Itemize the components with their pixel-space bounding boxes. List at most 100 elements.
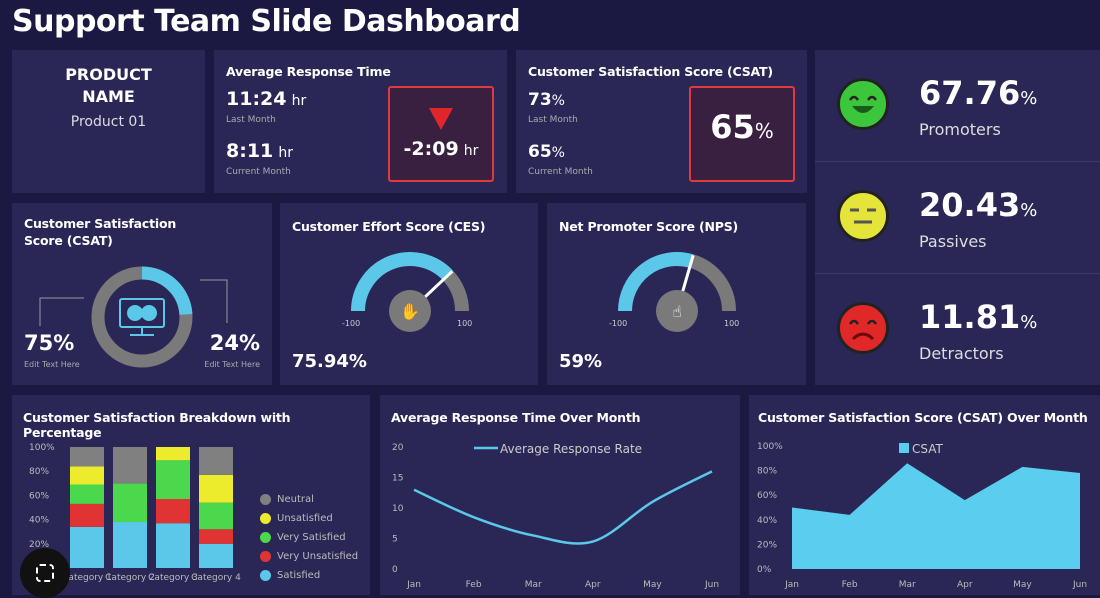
bar-segment <box>70 484 104 504</box>
nps-label: Detractors <box>919 344 1004 363</box>
hand-pointer-icon: ☝ <box>672 302 682 321</box>
left-value: 75% <box>24 331 75 355</box>
gauge-min: -100 <box>609 319 628 328</box>
nps-card: Net Promoter Score (NPS) ☝ -100 100 59% <box>547 203 806 385</box>
y-tick-label: 5 <box>392 535 398 545</box>
chart-title: Average Response Time Over Month <box>391 410 641 425</box>
legend-swatch <box>260 570 271 581</box>
y-tick-label: 20% <box>29 540 49 550</box>
current-value: 65 <box>528 142 552 162</box>
gauge-min: -100 <box>342 319 361 328</box>
chart-title: Customer Satisfaction Score (CSAT) Over … <box>758 410 1088 425</box>
product-card: PRODUCT NAME Product 01 <box>12 50 205 193</box>
legend-label: Average Response Rate <box>500 442 642 456</box>
neutral-face-icon <box>837 190 889 242</box>
current-label: Current Month <box>528 167 593 177</box>
y-tick-label: 100% <box>757 442 783 452</box>
card-title: Average Response Time <box>226 64 391 79</box>
y-tick-label: 80% <box>757 467 777 477</box>
bar-segment <box>70 466 104 485</box>
unit: hr <box>463 143 479 159</box>
bar-segment <box>199 529 233 544</box>
x-tick-label: Category 3 <box>148 573 198 583</box>
x-tick-label: Jun <box>1072 580 1087 590</box>
legend-label: CSAT <box>912 442 943 456</box>
legend-swatch <box>260 551 271 562</box>
delta-box: -2:09 hr <box>388 86 494 182</box>
nps-label: Passives <box>919 232 987 251</box>
triangle-down-icon <box>429 108 453 130</box>
highlight-value: 65 <box>710 108 755 146</box>
series-area <box>792 463 1080 569</box>
gauge-track <box>442 270 469 312</box>
x-tick-label: Apr <box>585 580 601 590</box>
helping-hand-icon: ✋ <box>400 302 420 321</box>
nps-row-detractors: 11.81% Detractors <box>815 274 1100 386</box>
right-label: Edit Text Here <box>204 360 260 369</box>
nps-value: 59% <box>559 351 603 372</box>
series-line <box>413 470 713 545</box>
x-tick-label: May <box>643 580 662 590</box>
unit: % <box>754 119 774 143</box>
legend: Neutral Unsatisfied Very Satisfied Very Uns… <box>260 490 358 585</box>
gauge-fill <box>351 252 454 312</box>
x-tick-label: Feb <box>842 580 858 590</box>
x-tick-label: Feb <box>466 580 482 590</box>
legend-label: Neutral <box>277 494 314 505</box>
legend-swatch <box>260 513 271 524</box>
nps-value: 11.81 <box>919 298 1021 336</box>
y-tick-label: 0% <box>757 565 772 575</box>
right-value: 24% <box>209 331 260 355</box>
csat-summary-card: Customer Satisfaction Score (CSAT) 73% L… <box>516 50 807 193</box>
camera-icon <box>36 564 54 582</box>
gauge-max: 100 <box>457 319 473 328</box>
page-title: Support Team Slide Dashboard <box>12 4 521 39</box>
unit: % <box>1020 88 1038 109</box>
gauge-track <box>689 254 736 312</box>
y-tick-label: 100% <box>29 443 55 453</box>
y-tick-label: 20% <box>757 540 777 550</box>
unit: % <box>551 145 565 161</box>
current-value: 8:11 <box>226 140 274 162</box>
y-tick-label: 40% <box>757 516 777 526</box>
legend-item: Neutral <box>260 490 358 509</box>
y-tick-label: 0 <box>392 565 398 575</box>
gauge-hub <box>389 290 431 332</box>
legend-swatch <box>260 532 271 543</box>
unit: % <box>1020 200 1038 221</box>
response-chart-card: Average Response Time Over Month 20 15 10 5… <box>380 395 740 595</box>
card-title: Customer Satisfaction Score (CSAT) <box>24 216 177 248</box>
monitor-faces-icon <box>119 298 165 336</box>
gauge-fill <box>618 252 694 312</box>
x-tick-label: Mar <box>525 580 542 590</box>
happy-face-icon <box>837 78 889 130</box>
lens-button[interactable] <box>20 548 70 598</box>
legend-item: Very Satisfied <box>260 528 358 547</box>
x-tick-label: Category 4 <box>191 573 241 583</box>
sad-face-icon <box>837 302 889 354</box>
nps-label: Promoters <box>919 120 1001 139</box>
y-tick-label: 60% <box>757 491 777 501</box>
y-tick-label: 80% <box>29 467 49 477</box>
csat-donut-card: Customer Satisfaction Score (CSAT) 75% E… <box>12 203 272 385</box>
bar-segment <box>113 522 147 568</box>
bar-segment <box>156 499 190 524</box>
bar-segment <box>199 543 233 568</box>
unit: hr <box>291 93 307 109</box>
unit: % <box>551 93 565 109</box>
product-label: PRODUCT NAME <box>65 65 152 106</box>
y-tick-label: 60% <box>29 491 49 501</box>
ces-value: 75.94% <box>292 351 367 372</box>
nps-row-promoters: 67.76% Promoters <box>815 50 1100 162</box>
x-tick-label: Category 2 <box>105 573 155 583</box>
nps-gauge: ☝ <box>618 252 736 332</box>
legend-item: Satisfied <box>260 566 358 585</box>
csat-month-chart-card: Customer Satisfaction Score (CSAT) Over … <box>749 395 1100 595</box>
legend-label: Satisfied <box>277 570 321 581</box>
bar-segment <box>199 474 233 503</box>
line-chart: 20 15 10 5 0 Jan Feb Mar Apr May Jun Average Respon… <box>392 442 719 590</box>
chart-title: Customer Satisfaction Breakdown with Per… <box>23 410 291 440</box>
nps-breakdown-card: 67.76% Promoters 20.43% Passives 11.81% … <box>815 50 1100 385</box>
donut-fill <box>91 266 193 368</box>
